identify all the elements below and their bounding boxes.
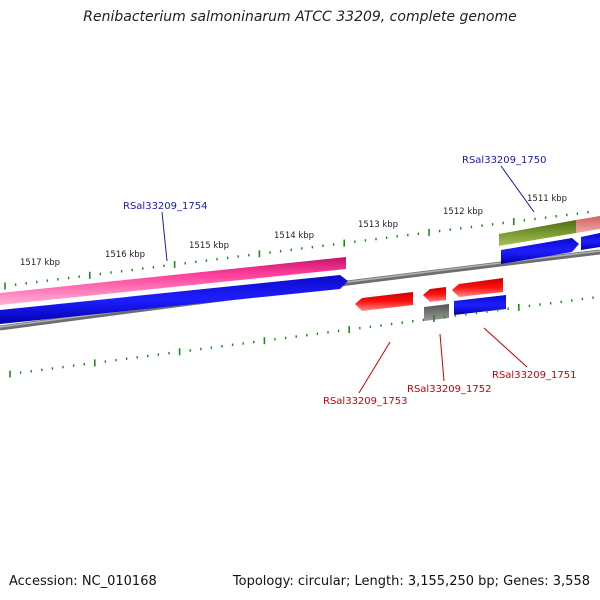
upper-tick-ring <box>4 211 589 290</box>
feature-label-RSal33209_1753[interactable]: RSal33209_1753 <box>323 396 407 407</box>
lower-tick-ring <box>9 296 594 378</box>
feature-RSal33209_1751[interactable] <box>452 278 503 297</box>
tick-label-1515: 1515 kbp <box>189 241 229 251</box>
feature-salmon-edge[interactable] <box>576 216 600 233</box>
tick-label-1513: 1513 kbp <box>358 220 398 230</box>
feature-label-RSal33209_1754[interactable]: RSal33209_1754 <box>123 201 207 212</box>
feature-label-RSal33209_1752[interactable]: RSal33209_1752 <box>407 384 491 395</box>
leader-RSal33209_1751 <box>483 327 528 368</box>
leader-RSal33209_1753 <box>358 341 391 394</box>
feature-label-RSal33209_1750[interactable]: RSal33209_1750 <box>462 155 546 166</box>
feature-RSal33209_1754[interactable] <box>0 257 346 305</box>
map-title: Renibacterium salmoninarum ATCC 33209, c… <box>83 9 517 25</box>
leader-RSal33209_1752 <box>439 333 445 382</box>
leader-RSal33209_1754 <box>161 211 168 262</box>
feature-blue-forward-2[interactable] <box>501 238 579 264</box>
feature-blue-forward-edge[interactable] <box>581 233 600 250</box>
feature-blue-reverse[interactable] <box>454 295 506 315</box>
feature-RSal33209_1750[interactable] <box>499 220 576 246</box>
feature-gray-reverse[interactable] <box>424 304 449 321</box>
feature-RSal33209_1753[interactable] <box>355 292 413 311</box>
feature-label-RSal33209_1751[interactable]: RSal33209_1751 <box>492 370 576 381</box>
tick-label-1517: 1517 kbp <box>20 258 60 268</box>
feature-blue-forward-1[interactable] <box>0 275 348 324</box>
tick-label-1514: 1514 kbp <box>274 231 314 241</box>
feature-RSal33209_1752[interactable] <box>423 287 446 302</box>
genome-summary-text: Topology: circular; Length: 3,155,250 bp… <box>232 574 590 589</box>
leader-RSal33209_1750 <box>500 165 535 213</box>
tick-label-1516: 1516 kbp <box>105 250 145 260</box>
tick-label-1512: 1512 kbp <box>443 207 483 217</box>
tick-label-1511: 1511 kbp <box>527 194 567 204</box>
accession-text: Accession: NC_010168 <box>9 574 157 589</box>
